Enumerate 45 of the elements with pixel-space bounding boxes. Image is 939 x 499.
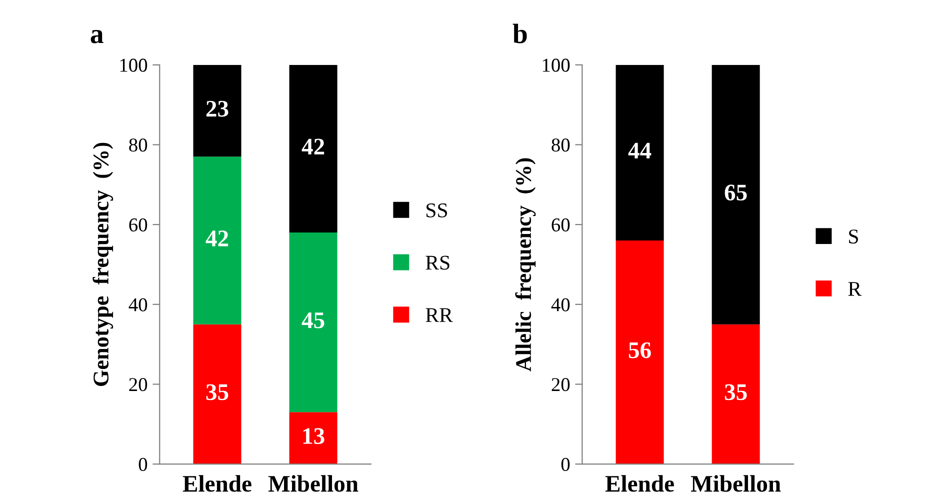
bar xyxy=(193,64,242,157)
legend-label: R xyxy=(848,282,862,296)
data-label: 42 xyxy=(206,230,228,246)
data-label: 35 xyxy=(724,384,747,400)
y-axis-title: Genotype frequency (%) xyxy=(92,142,114,386)
legend-label: SS xyxy=(426,203,448,218)
bar xyxy=(289,232,338,412)
x-tick-label: Elende xyxy=(182,475,252,492)
data-label: 56 xyxy=(628,342,651,358)
y-tick-label: 0 xyxy=(561,458,570,472)
bar xyxy=(193,324,242,464)
chart-title: a xyxy=(90,30,104,44)
legend-label: S xyxy=(849,230,858,244)
x-tick-label: Mibellon xyxy=(268,475,358,492)
y-axis-title: Allelic frequency (%) xyxy=(515,158,536,372)
y-tick-label: 80 xyxy=(552,138,570,152)
data-label: 23 xyxy=(206,100,228,117)
bar xyxy=(616,240,664,464)
y-tick-label: 40 xyxy=(128,298,148,312)
y-tick-label: 60 xyxy=(129,218,148,232)
y-tick-label: 0 xyxy=(138,458,148,472)
y-tick-label: 100 xyxy=(120,58,148,72)
bar xyxy=(193,156,242,324)
bar xyxy=(616,64,664,241)
y-tick-label: 80 xyxy=(129,138,148,152)
data-label: 45 xyxy=(302,312,324,328)
y-tick-label: 20 xyxy=(552,378,570,392)
y-tick-label: 60 xyxy=(552,218,570,232)
y-tick-label: 40 xyxy=(551,298,570,312)
bar xyxy=(712,324,760,464)
data-label: 42 xyxy=(302,138,324,154)
data-label: 35 xyxy=(206,384,228,400)
y-tick-label: 100 xyxy=(542,58,570,72)
chart-title: b xyxy=(512,24,527,44)
bar xyxy=(289,64,338,233)
legend-label: RS xyxy=(426,256,450,270)
x-tick-label: Mibellon xyxy=(690,475,781,492)
data-label: 44 xyxy=(628,142,652,158)
data-label: 13 xyxy=(303,428,324,444)
y-tick-label: 20 xyxy=(129,378,148,392)
x-tick-label: Elende xyxy=(605,475,674,492)
bar xyxy=(289,412,338,464)
bar xyxy=(712,64,760,324)
data-label: 65 xyxy=(724,184,747,201)
legend-label: RR xyxy=(426,308,453,322)
